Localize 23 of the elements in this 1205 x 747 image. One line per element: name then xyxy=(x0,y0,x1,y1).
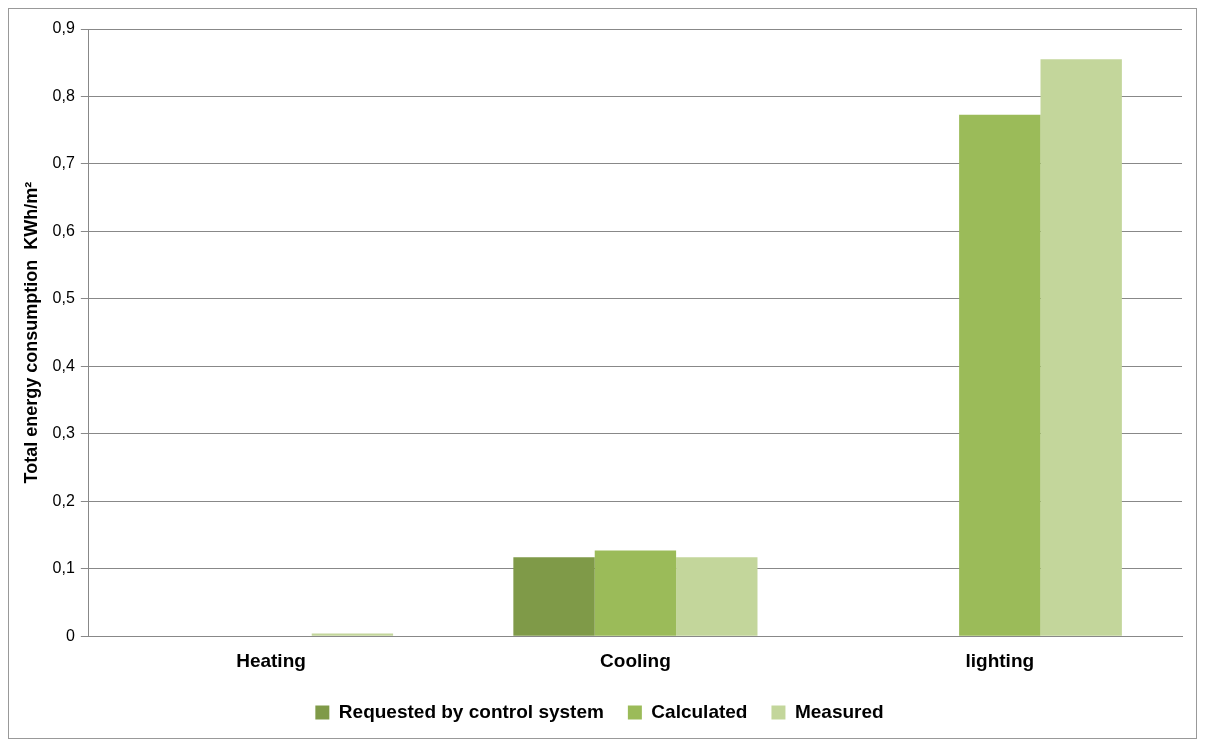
y-tick-label: 0,1 xyxy=(52,559,75,577)
y-tick-label: 0,9 xyxy=(52,19,75,37)
y-tick-label: 0,3 xyxy=(52,424,75,442)
y-tick-label: 0,5 xyxy=(52,289,75,307)
x-tick-label: Heating xyxy=(236,649,306,671)
y-tick-label: 0,2 xyxy=(52,491,75,509)
bar xyxy=(959,114,1041,636)
x-tick-label: Cooling xyxy=(600,649,671,671)
y-tick-label: 0,4 xyxy=(52,356,75,374)
legend-label: Measured xyxy=(794,700,884,722)
x-tick-label: lighting xyxy=(965,649,1035,671)
bar xyxy=(513,557,595,636)
bar xyxy=(676,557,758,636)
y-tick-label: 0,8 xyxy=(52,86,75,104)
legend-label: Requested by control system xyxy=(338,700,604,722)
bar xyxy=(1040,59,1122,636)
y-tick-label: 0,7 xyxy=(52,154,75,172)
bar xyxy=(594,550,677,636)
y-tick-label: 0 xyxy=(65,626,75,644)
legend-label: Calculated xyxy=(651,700,748,722)
y-axis-title: Total energy consumption KWh/m² xyxy=(20,181,41,484)
y-tick-label: 0,6 xyxy=(52,221,75,239)
bar xyxy=(311,633,394,636)
